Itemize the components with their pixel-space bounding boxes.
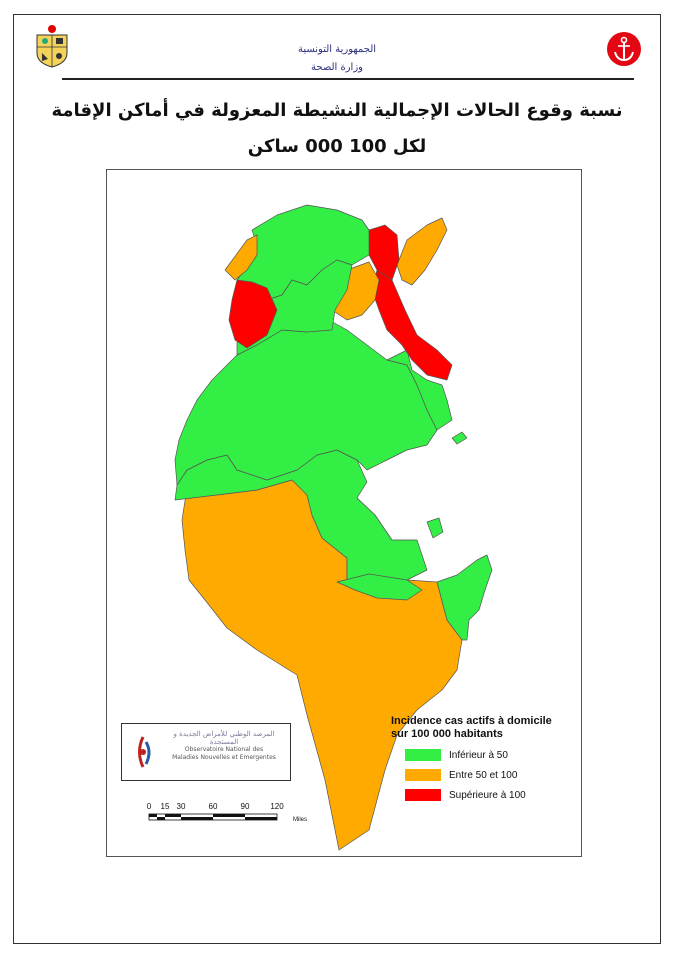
tunisia-map [174,204,493,851]
legend-title-line-1: Incidence cas actifs à domicile [391,715,552,727]
map-frame: المرصد الوطني للأمراض الجديدة و المستجدة… [106,169,582,857]
region-tabarka [224,234,258,281]
region-sahel [386,349,453,431]
title-line-1: نسبة وقوع الحالات الإجمالية النشيطة المع… [51,100,623,121]
page-title: نسبة وقوع الحالات الإجمالية النشيطة المع… [14,93,660,165]
legend-label-low: Inférieur à 50 [449,749,508,761]
scale-bar: 0 15 30 60 90 120 Miles [147,802,307,823]
region-capbon [396,217,448,286]
observatory-name-fr-1: Observatoire National des [184,746,264,753]
scale-tick-0: 0 [147,802,152,811]
legend-item-high: Supérieure à 100 [391,789,581,801]
legend-swatch-low [405,749,441,761]
observatory-name-fr-2: Maladies Nouvelles et Emergentes [172,754,276,761]
region-central [174,319,438,486]
title-line-2: لكل 100 000 ساكن [247,136,427,157]
region-medenine [436,554,493,641]
legend-title-line-2: sur 100 000 habitants [391,728,503,740]
scale-tick-60: 60 [209,802,218,811]
legend-title: Incidence cas actifs à domicile sur 100 … [391,715,581,741]
region-tunis [368,224,400,281]
observatory-logo-box: المرصد الوطني للأمراض الجديدة و المستجدة… [121,723,291,781]
scale-unit: Miles [293,817,307,823]
document-page: الجمهورية التونسية وزارة الصحة نسبة وقوع… [13,14,661,944]
map-legend: Incidence cas actifs à domicile sur 100 … [391,715,581,801]
legend-swatch-high [405,789,441,801]
header-divider [62,78,634,80]
legend-item-low: Inférieur à 50 [391,749,581,761]
region-jendouba [228,279,278,349]
scale-tick-90: 90 [241,802,250,811]
legend-item-medium: Entre 50 et 100 [391,769,581,781]
legend-swatch-medium [405,769,441,781]
ministry-name: وزارة الصحة [311,62,363,73]
region-kerkennah [451,431,468,445]
republic-name: الجمهورية التونسية [297,44,377,55]
header-text: الجمهورية التونسية وزارة الصحة [14,41,660,77]
scale-tick-30: 30 [177,802,186,811]
legend-label-high: Supérieure à 100 [449,789,526,801]
scale-tick-15: 15 [161,802,170,811]
observatory-name-ar: المرصد الوطني للأمراض الجديدة و المستجدة [173,730,275,746]
ministry-health-anchor-logo-icon [607,32,641,66]
region-gabes [336,573,423,601]
legend-label-medium: Entre 50 et 100 [449,769,518,781]
region-djerba [426,517,444,539]
region-nabeul [371,269,453,381]
observatory-name: المرصد الوطني للأمراض الجديدة و المستجدة… [162,730,286,762]
scale-tick-120: 120 [270,802,284,811]
observatory-logo-icon [138,736,151,768]
tunisia-coat-of-arms-icon [36,25,68,68]
